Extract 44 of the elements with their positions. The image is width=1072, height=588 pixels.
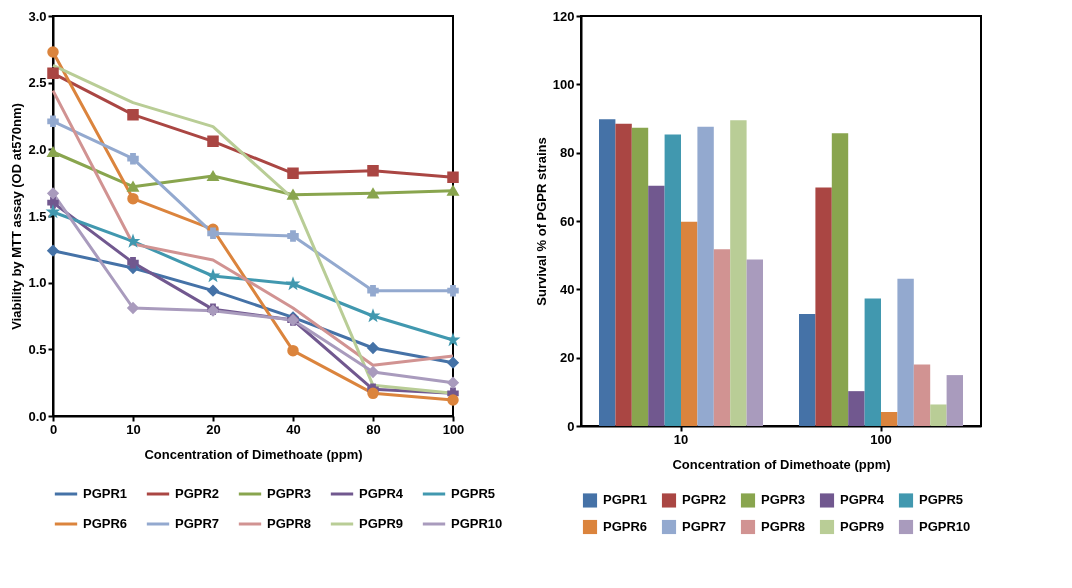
legend-label: PGPR1: [603, 492, 648, 508]
y-tick-label: 60: [560, 213, 575, 229]
legend-label: PGPR4: [359, 486, 404, 501]
legend-label: PGPR5: [451, 486, 496, 501]
y-axis-title: Survival % of PGPR strains: [533, 137, 549, 306]
legend-label: PGPR2: [682, 492, 727, 508]
x-axis-title: Concentration of Dimethoate (ppm): [672, 456, 891, 472]
legend-label: PGPR4: [840, 492, 885, 508]
y-axis-title: Viability by MTT assay (OD at570nm): [9, 103, 25, 330]
y-tick-label: 40: [560, 281, 575, 297]
y-tick-label: 0.5: [28, 341, 47, 357]
y-tick-label: 2.0: [28, 141, 47, 157]
legend-label: PGPR6: [603, 519, 648, 534]
x-tick-label: 40: [286, 421, 301, 437]
legend-label: PGPR2: [175, 486, 220, 501]
y-tick-label: 120: [552, 8, 575, 24]
legend-label: PGPR10: [451, 516, 503, 531]
x-tick-label: 0: [49, 421, 58, 437]
legend-label: PGPR8: [267, 516, 312, 531]
legend-label: PGPR7: [682, 519, 727, 534]
legend-label: PGPR9: [840, 519, 885, 534]
y-tick-label: 2.5: [28, 75, 47, 91]
x-tick-label: 100: [442, 421, 465, 437]
y-tick-label: 1.0: [28, 275, 47, 291]
y-tick-label: 1.5: [28, 208, 47, 224]
x-tick-label: 10: [126, 421, 141, 437]
legend-label: PGPR5: [919, 492, 964, 508]
legend-label: PGPR8: [761, 519, 806, 534]
x-tick-label: 10: [673, 431, 689, 447]
y-tick-label: 80: [560, 145, 575, 161]
y-tick-label: 20: [560, 350, 575, 366]
legend-label: PGPR3: [267, 486, 312, 501]
x-axis-title: Concentration of Dimethoate (ppm): [144, 446, 363, 462]
x-tick-label: 80: [366, 421, 381, 437]
y-tick-label: 0.0: [28, 408, 47, 424]
legend-label: PGPR6: [83, 516, 128, 531]
legend-label: PGPR7: [175, 516, 220, 531]
legend-label: PGPR9: [359, 516, 404, 531]
legend-label: PGPR3: [761, 492, 806, 508]
legend-label: PGPR1: [83, 486, 128, 501]
y-tick-label: 100: [552, 76, 575, 92]
x-tick-label: 20: [206, 421, 221, 437]
legend-label: PGPR10: [919, 519, 971, 534]
y-tick-label: 3.0: [28, 8, 47, 24]
